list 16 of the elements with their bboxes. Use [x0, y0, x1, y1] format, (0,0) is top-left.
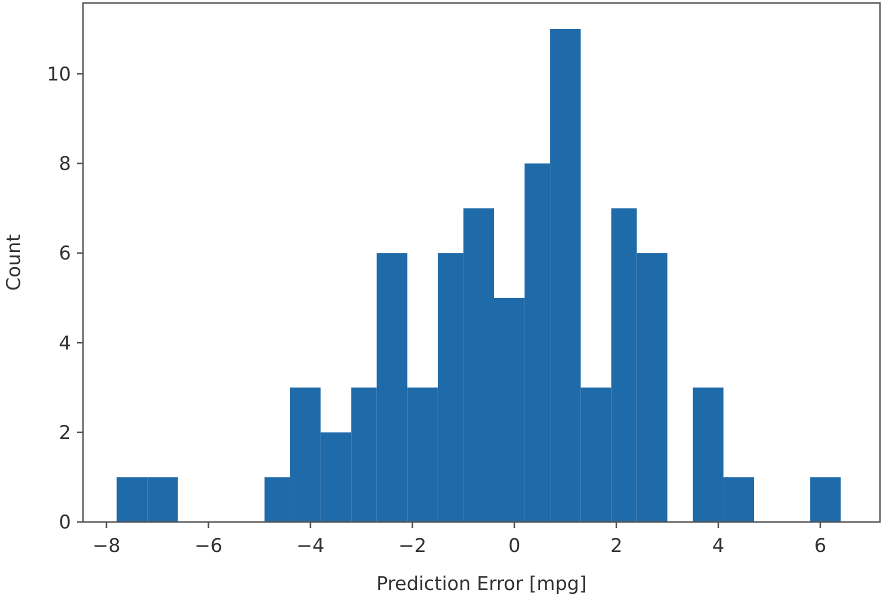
x-tick-label: 2: [610, 535, 622, 557]
y-tick-label: 0: [58, 512, 71, 534]
x-tick-label: 4: [712, 535, 724, 557]
x-tick-label: −6: [194, 535, 222, 557]
y-axis-title: Count: [3, 234, 25, 291]
x-tick-label: 0: [508, 535, 520, 557]
y-tick-label: 6: [58, 242, 71, 265]
x-tick-label: −2: [398, 535, 426, 557]
y-tick-label: 4: [58, 332, 71, 354]
y-tick-label: 8: [58, 153, 71, 176]
x-tick-label: −8: [92, 535, 120, 557]
y-tick-label: 10: [46, 63, 71, 86]
x-axis-title: Prediction Error [mpg]: [376, 573, 587, 595]
x-tick-label: 6: [814, 535, 826, 557]
y-tick-label: 2: [58, 422, 71, 444]
x-tick-label: −4: [296, 535, 324, 557]
